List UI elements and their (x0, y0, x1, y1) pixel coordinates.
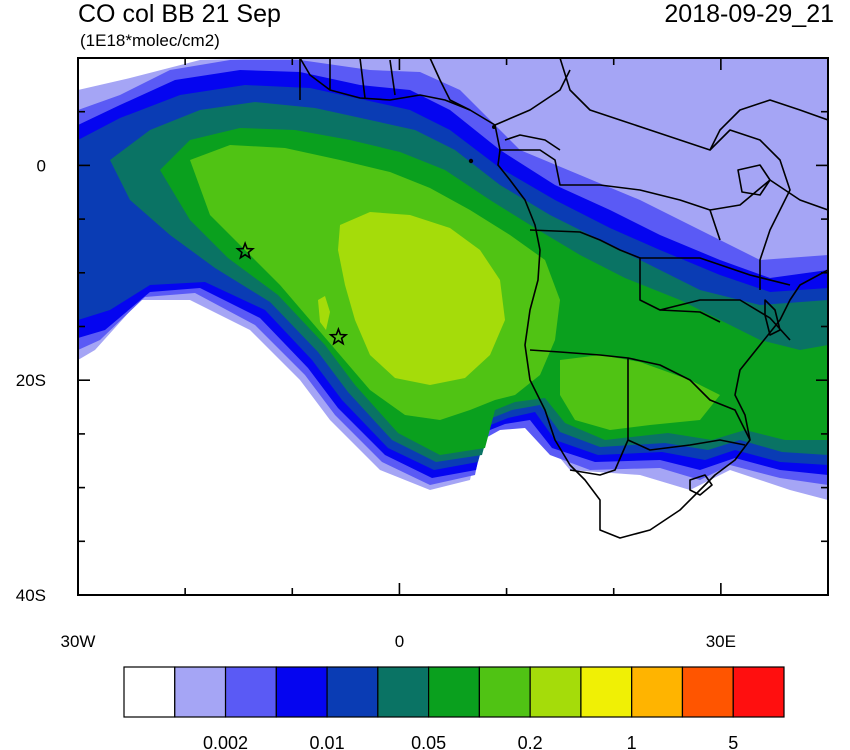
y-tick-label: 0 (37, 156, 46, 175)
y-tick-label: 40S (16, 586, 46, 605)
colorbar-swatch (529, 666, 582, 718)
border-cameroon (494, 69, 571, 126)
star-marker-2 (328, 326, 349, 346)
border-namibia-botswana (627, 357, 751, 441)
colorbar-labels: 0.002 0.01 0.05 0.2 1 5 (203, 733, 738, 750)
colorbar-swatch (174, 666, 227, 718)
colorbar-swatch (428, 666, 480, 718)
plume-level-0.5-small (318, 296, 330, 330)
colorbar-label: 0.01 (310, 733, 345, 750)
lesotho-outline (689, 474, 713, 496)
colorbar-swatch (224, 666, 277, 718)
plot-title: CO col BB 21 Sep (78, 0, 281, 28)
border-southafrica (627, 439, 746, 451)
units-label: (1E18*molec/cm2) (80, 31, 220, 50)
y-tick-label: 20S (16, 371, 46, 390)
colorbar-label: 0.002 (203, 733, 248, 750)
colorbar-swatch (681, 666, 734, 718)
colorbar-swatch (732, 666, 785, 718)
colorbar (123, 666, 785, 718)
island-sao-tome (468, 158, 474, 164)
x-tick-label: 30W (61, 632, 96, 651)
border-zambia (659, 299, 791, 341)
colorbar-swatch (580, 666, 633, 718)
colorbar-label: 0.2 (518, 733, 543, 750)
coastlines (299, 58, 828, 539)
island-bioko (492, 125, 496, 129)
x-tick-label: 30E (706, 632, 736, 651)
border-gabon (504, 134, 561, 151)
axis-tick-labels: 30W 0 30E 0 20S 40S (16, 156, 736, 651)
colorbar-swatch (478, 666, 531, 718)
plume-level-0.5 (338, 212, 505, 385)
colorbar-label: 0.05 (411, 733, 446, 750)
x-tick-label: 0 (395, 632, 404, 651)
site-markers (235, 241, 349, 346)
border-congo (500, 149, 721, 241)
colorbar-label: 1 (627, 733, 637, 750)
country-borders-south (529, 349, 629, 476)
border-great-lakes (709, 129, 791, 290)
colorbar-swatch (377, 666, 430, 718)
border-east (640, 257, 791, 286)
datetime-label: 2018-09-29_21 (664, 0, 834, 28)
lake-outline-2 (764, 299, 781, 336)
plume-level-0.2-east (560, 355, 720, 430)
colorbar-swatch (631, 666, 684, 718)
colorbar-label: 5 (728, 733, 738, 750)
colorbar-swatch (326, 666, 379, 718)
co-plume (78, 58, 828, 595)
axis-ticks (77, 57, 829, 596)
border-north (429, 58, 471, 111)
border-central (559, 58, 828, 151)
west-africa-borders (299, 58, 396, 100)
lake-victoria (737, 164, 771, 196)
africa-west-coast (299, 58, 828, 539)
colorbar-swatch (123, 666, 176, 718)
star-marker-1 (235, 241, 255, 260)
colorbar-swatch (275, 666, 328, 718)
